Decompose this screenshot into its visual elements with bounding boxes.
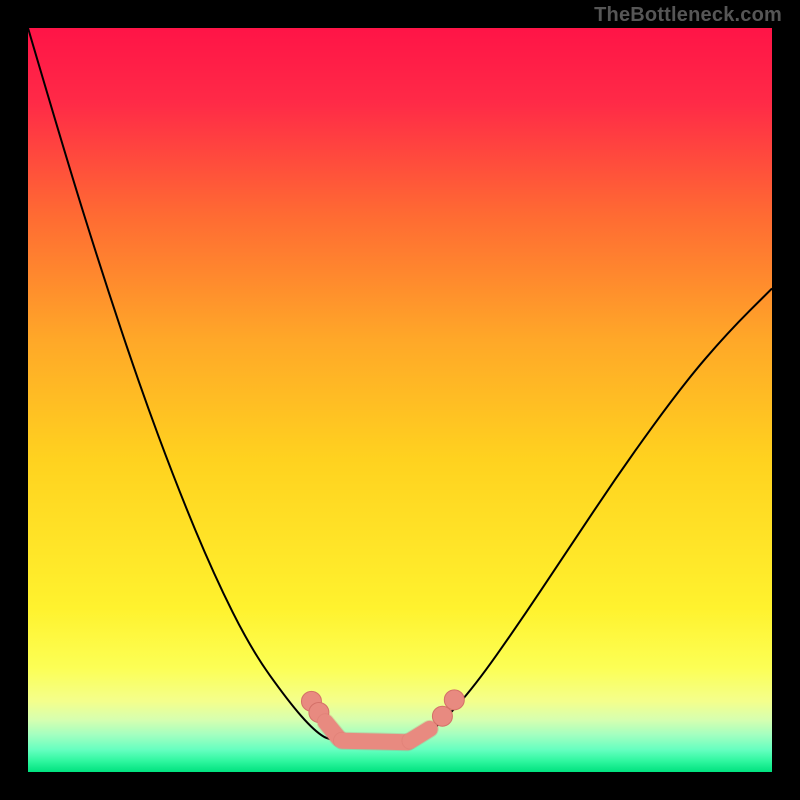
plot-area — [28, 28, 772, 772]
chart-svg — [28, 28, 772, 772]
gradient-background — [28, 28, 772, 772]
marker-dot — [444, 690, 464, 710]
marker-capsule — [410, 729, 429, 741]
watermark-text: TheBottleneck.com — [594, 4, 782, 27]
marker-dot — [432, 706, 452, 726]
chart-frame: TheBottleneck.com — [0, 0, 800, 800]
marker-capsule — [342, 741, 407, 742]
